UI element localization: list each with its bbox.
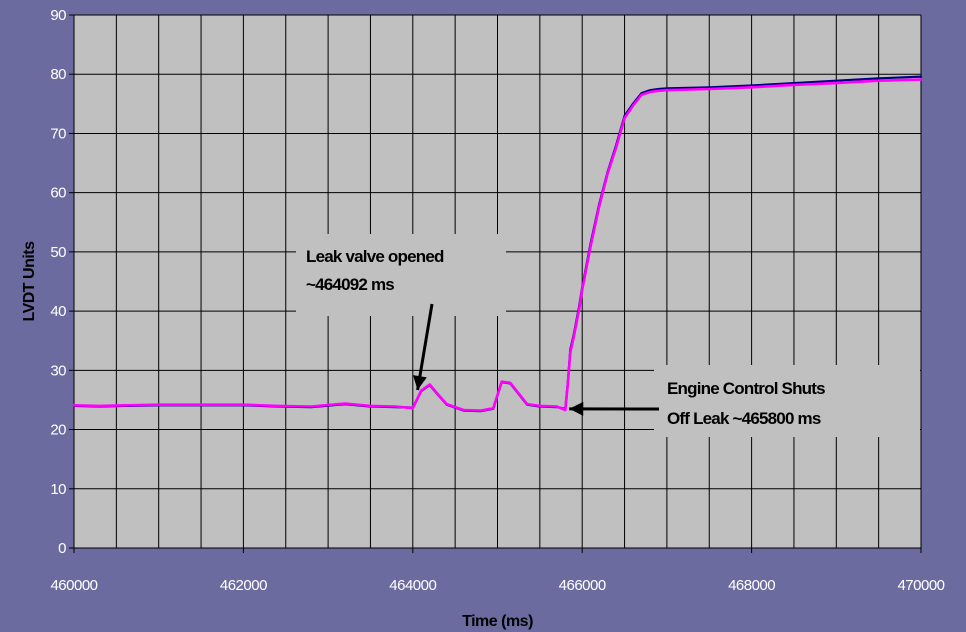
y-tick-label: 0 xyxy=(58,540,66,557)
x-tick-label: 470000 xyxy=(897,577,944,594)
y-tick-label: 40 xyxy=(50,303,66,320)
annotation-text: Leak valve opened xyxy=(306,247,444,266)
annotation-text: Off Leak ~465800 ms xyxy=(667,409,821,428)
y-tick-label: 30 xyxy=(50,362,66,379)
axis-ticks: 0 10 20 30 40 50 60 70 80 90 460000 462000 464000 466… xyxy=(50,7,945,594)
y-tick-label: 80 xyxy=(50,66,66,83)
annotation-text: Engine Control Shuts xyxy=(667,379,825,398)
x-tick-label: 460000 xyxy=(50,577,97,594)
annotation-arrowhead xyxy=(413,375,427,390)
annotation-text: ~464092 ms xyxy=(306,275,394,294)
annotation-box xyxy=(296,234,506,316)
x-tick-label: 464000 xyxy=(389,577,436,594)
annotation-box xyxy=(654,365,920,437)
series-line-2 xyxy=(72,78,923,412)
x-axis-title: Time (ms) xyxy=(462,613,533,630)
y-tick-label: 70 xyxy=(50,125,66,142)
annotation-arrowhead xyxy=(569,401,584,416)
y-tick-label: 20 xyxy=(50,422,66,439)
x-tick-label: 468000 xyxy=(728,577,775,594)
y-axis-title: LVDT Units xyxy=(21,241,38,322)
y-tick-label: 50 xyxy=(50,244,66,261)
y-tick-label: 90 xyxy=(50,7,66,24)
y-tick-label: 10 xyxy=(50,481,66,498)
x-tick-label: 466000 xyxy=(559,577,606,594)
annotations: Leak valve opened ~464092 ms Engine Contro… xyxy=(296,234,920,437)
series-lines xyxy=(72,75,923,413)
y-tick-label: 60 xyxy=(50,185,66,202)
annotation-arrow xyxy=(416,303,434,391)
x-tick-label: 462000 xyxy=(220,577,267,594)
